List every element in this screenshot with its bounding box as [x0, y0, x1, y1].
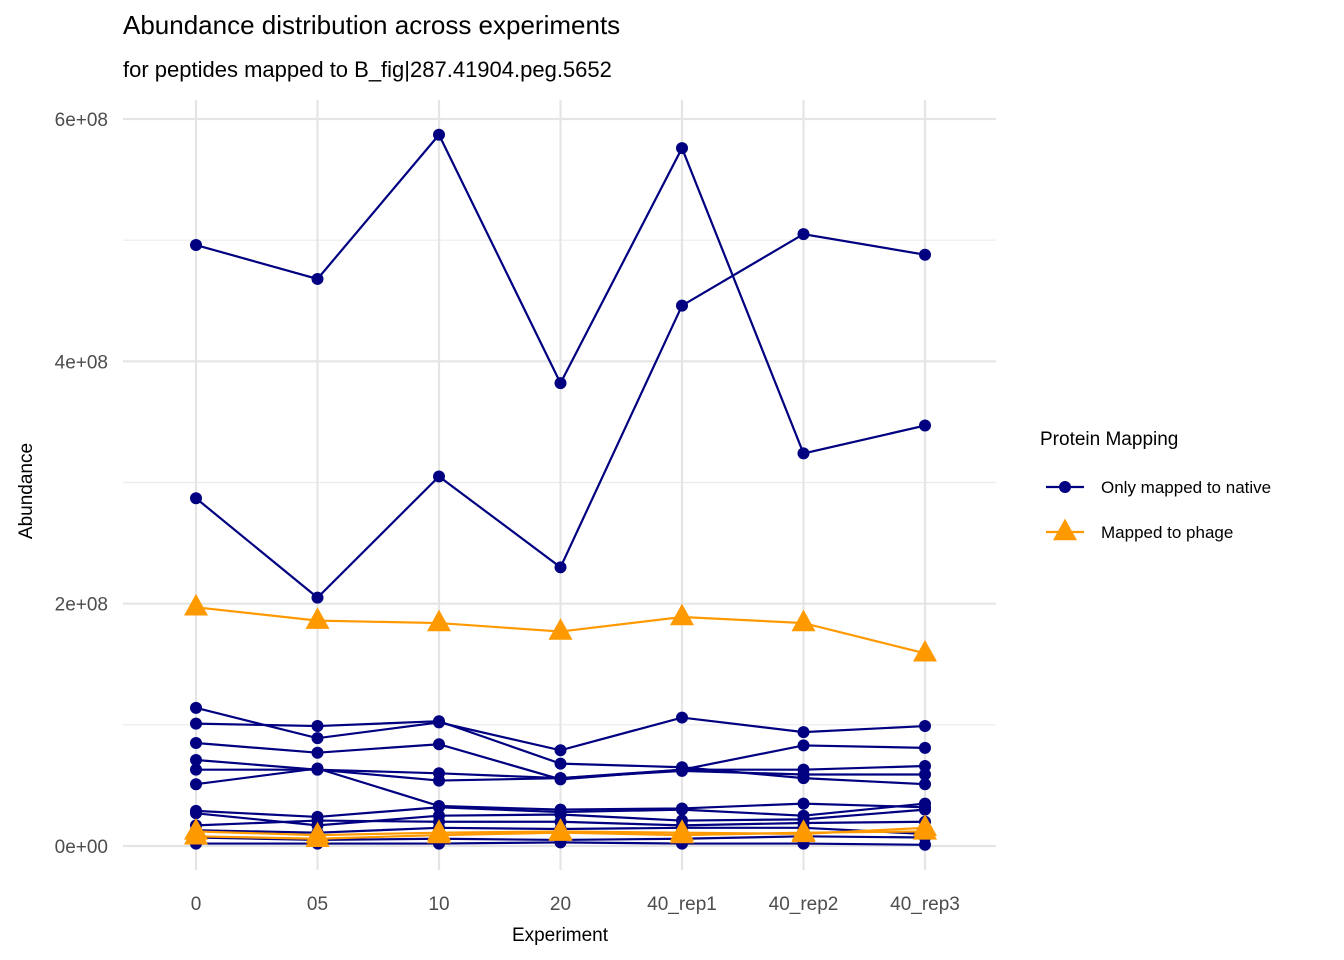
native-data-point — [554, 744, 567, 757]
native-data-point — [919, 741, 931, 754]
phage-data-point — [670, 821, 694, 844]
native-data-point — [919, 720, 931, 733]
x-axis-ticks: 0 05 10 20 40_rep1 40_rep2 40_rep3 — [191, 894, 960, 915]
legend-entry-label: Only mapped to native — [1101, 478, 1271, 497]
phage-data-point — [548, 618, 573, 640]
chart-title: Abundance distribution across experiment… — [123, 10, 621, 40]
native-data-point — [676, 764, 688, 777]
legend-key-circle — [1059, 481, 1071, 493]
native-data-point — [797, 768, 810, 781]
native-data-point — [190, 807, 202, 820]
native-data-point — [554, 772, 567, 785]
chart-subtitle: for peptides mapped to B_fig|287.41904.p… — [123, 57, 612, 82]
x-tick-label: 10 — [428, 894, 449, 915]
legend: Protein Mapping Only mapped to native Map… — [1040, 429, 1271, 542]
legend-key-triangle — [1053, 518, 1077, 541]
y-tick-label: 2e+08 — [55, 595, 108, 616]
x-tick-label: 40_rep1 — [647, 894, 717, 915]
legend-entry-label: Mapped to phage — [1101, 523, 1233, 542]
native-data-point — [311, 720, 324, 733]
native-data-point — [311, 746, 324, 759]
native-data-point — [919, 419, 931, 432]
native-data-point — [433, 715, 445, 728]
native-data-point — [919, 768, 931, 781]
native-data-point — [190, 239, 202, 252]
native-data-point — [919, 760, 931, 773]
native-data-point — [554, 757, 567, 770]
legend-title: Protein Mapping — [1040, 429, 1178, 450]
native-data-point — [919, 803, 931, 816]
native-data-point — [554, 377, 567, 390]
x-tick-label: 40_rep2 — [769, 894, 839, 915]
native-data-point — [190, 717, 202, 730]
native-data-point — [433, 801, 445, 814]
native-data-point — [919, 838, 931, 851]
native-data-point — [797, 228, 810, 241]
native-data-point — [190, 492, 202, 505]
native-data-point — [311, 814, 324, 827]
native-data-point — [311, 762, 324, 775]
phage-data-point — [427, 821, 451, 844]
native-data-point — [433, 128, 445, 141]
phage-data-point — [184, 822, 208, 845]
phage-data-point — [791, 819, 816, 841]
native-data-point — [797, 797, 810, 810]
native-data-point — [190, 763, 202, 776]
phage-data-point — [184, 593, 208, 616]
phage-data-point — [913, 639, 937, 662]
phage-data-point — [427, 609, 451, 632]
x-axis-title: Experiment — [512, 925, 609, 946]
x-tick-label: 05 — [307, 894, 328, 915]
native-data-point — [676, 803, 688, 816]
y-tick-label: 4e+08 — [55, 352, 108, 373]
phage-data-point — [791, 609, 816, 632]
native-data-point — [554, 561, 567, 574]
native-data-point — [311, 591, 324, 604]
x-tick-label: 40_rep3 — [890, 894, 960, 915]
native-data-point — [433, 738, 445, 751]
native-data-point — [797, 739, 810, 752]
native-data-point — [190, 753, 202, 766]
phage-data-point — [548, 819, 573, 841]
y-axis-ticks: 0e+00 2e+08 4e+08 6e+08 — [55, 110, 108, 858]
native-data-point — [190, 737, 202, 750]
x-tick-label: 0 — [191, 894, 202, 915]
native-data-point — [919, 778, 931, 791]
native-data-point — [797, 726, 810, 739]
native-data-point — [676, 299, 688, 312]
legend-entries: Only mapped to native Mapped to phage — [1046, 478, 1271, 542]
phage-data-point — [670, 603, 694, 626]
native-data-point — [919, 248, 931, 261]
x-tick-label: 20 — [550, 894, 571, 915]
native-data-point — [311, 272, 324, 285]
series-points — [184, 128, 937, 851]
native-data-point — [190, 701, 202, 714]
phage-data-point — [305, 825, 330, 847]
y-tick-label: 6e+08 — [55, 110, 108, 131]
y-tick-label: 0e+00 — [55, 837, 108, 858]
native-data-point — [676, 711, 688, 724]
native-data-point — [433, 470, 445, 483]
phage-data-point — [913, 818, 937, 840]
native-data-point — [311, 732, 324, 745]
y-axis-title: Abundance — [16, 443, 37, 539]
native-data-point — [190, 778, 202, 791]
phage-data-point — [305, 607, 330, 629]
native-data-point — [433, 767, 445, 780]
native-data-point — [676, 142, 688, 155]
native-data-point — [797, 447, 810, 460]
